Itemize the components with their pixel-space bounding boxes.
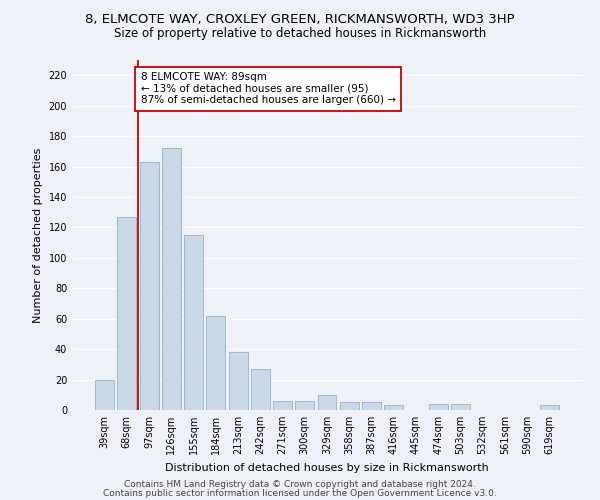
- Bar: [118, 216, 136, 410]
- Text: 8, ELMCOTE WAY, CROXLEY GREEN, RICKMANSWORTH, WD3 3HP: 8, ELMCOTE WAY, CROXLEY GREEN, RICKMANSW…: [85, 12, 515, 26]
- Bar: [140, 162, 158, 410]
- Bar: [340, 402, 359, 410]
- Bar: [295, 401, 314, 410]
- Bar: [184, 235, 203, 410]
- Bar: [162, 148, 181, 410]
- Bar: [317, 395, 337, 410]
- Text: Contains public sector information licensed under the Open Government Licence v3: Contains public sector information licen…: [103, 488, 497, 498]
- Bar: [273, 401, 292, 410]
- Bar: [206, 316, 225, 410]
- Text: 8 ELMCOTE WAY: 89sqm
← 13% of detached houses are smaller (95)
87% of semi-detac: 8 ELMCOTE WAY: 89sqm ← 13% of detached h…: [140, 72, 395, 106]
- Bar: [251, 369, 270, 410]
- X-axis label: Distribution of detached houses by size in Rickmansworth: Distribution of detached houses by size …: [165, 462, 489, 472]
- Bar: [229, 352, 248, 410]
- Bar: [429, 404, 448, 410]
- Text: Contains HM Land Registry data © Crown copyright and database right 2024.: Contains HM Land Registry data © Crown c…: [124, 480, 476, 489]
- Bar: [362, 402, 381, 410]
- Bar: [451, 404, 470, 410]
- Bar: [95, 380, 114, 410]
- Bar: [384, 406, 403, 410]
- Text: Size of property relative to detached houses in Rickmansworth: Size of property relative to detached ho…: [114, 28, 486, 40]
- Bar: [540, 406, 559, 410]
- Y-axis label: Number of detached properties: Number of detached properties: [33, 148, 43, 322]
